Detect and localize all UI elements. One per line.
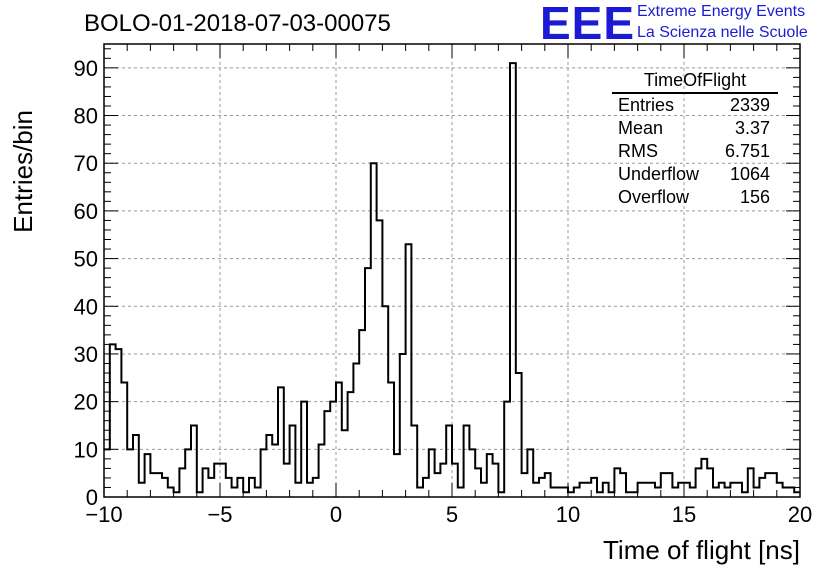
eee-logo: EEE [540, 0, 636, 49]
axis-tick-labels: −10 −5 0 5 10 15 20 0 10 20 30 40 50 60 70 80 90 [74, 56, 813, 527]
axis-ticks [103, 44, 801, 498]
run-title: BOLO-01-2018-07-03-00075 [84, 10, 391, 37]
stats-label: Underflow [618, 164, 700, 184]
logo-caption-line1: Extreme Energy Events [637, 3, 806, 20]
stats-label: Mean [618, 118, 664, 138]
y-axis-label: Entries/bin [8, 110, 38, 233]
x-tick-label: 0 [330, 502, 342, 527]
stats-value: 1064 [729, 164, 770, 184]
y-tick-label: 60 [74, 199, 98, 224]
x-tick-label: −10 [85, 502, 122, 527]
y-tick-label: 90 [74, 56, 98, 81]
stats-value: 6.751 [724, 141, 770, 161]
x-tick-label: 10 [556, 502, 580, 527]
grid-lines [104, 44, 800, 497]
stats-value: 2339 [729, 95, 770, 115]
stats-label: Entries [618, 95, 675, 115]
stats-row-mean: Mean 3.37 [612, 117, 778, 140]
logo-caption-line2: La Scienza nelle Scuole [637, 24, 808, 41]
stats-row-rms: RMS 6.751 [612, 140, 778, 163]
stats-label: RMS [618, 141, 658, 161]
x-axis-label: Time of flight [ns] [603, 535, 800, 565]
x-tick-label: −5 [207, 502, 232, 527]
histogram-series-line [104, 62, 800, 494]
y-tick-label: 0 [86, 485, 98, 510]
y-tick-label: 50 [74, 247, 98, 272]
stats-title: TimeOfFlight [612, 70, 778, 94]
stats-value: 3.37 [734, 118, 770, 138]
stats-label: Overflow [618, 187, 690, 207]
stats-box: TimeOfFlight Entries 2339 Mean 3.37 RMS … [612, 70, 778, 209]
y-tick-label: 70 [74, 151, 98, 176]
y-tick-label: 20 [74, 390, 98, 415]
y-tick-label: 80 [74, 104, 98, 129]
y-tick-label: 30 [74, 342, 98, 367]
x-tick-label: 20 [788, 502, 812, 527]
stats-row-underflow: Underflow 1064 [612, 163, 778, 186]
y-tick-label: 40 [74, 294, 98, 319]
y-tick-label: 10 [74, 437, 98, 462]
stats-value: 156 [739, 187, 770, 207]
stats-row-entries: Entries 2339 [612, 94, 778, 117]
stats-row-overflow: Overflow 156 [612, 186, 778, 209]
x-tick-label: 15 [672, 502, 696, 527]
x-tick-label: 5 [446, 502, 458, 527]
